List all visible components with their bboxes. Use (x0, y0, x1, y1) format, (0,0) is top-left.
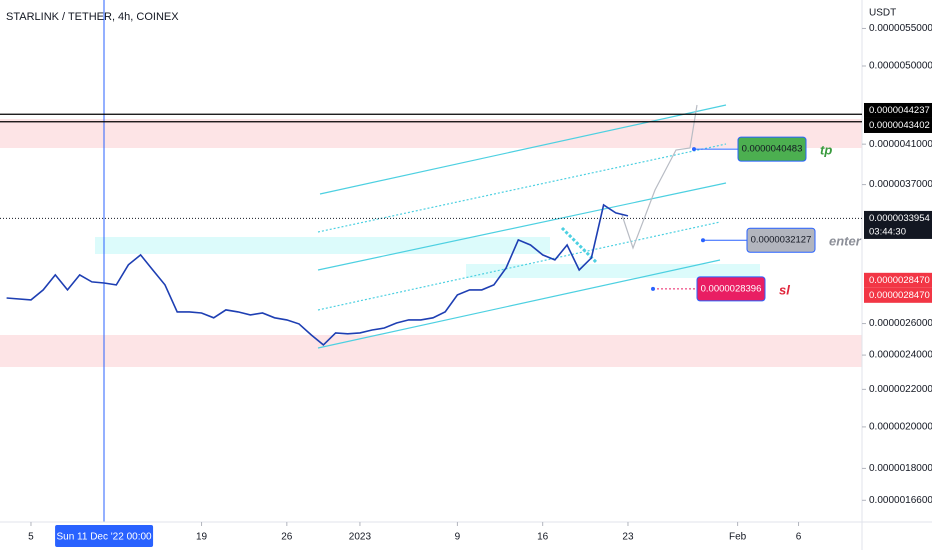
x-tick-label: 6 (796, 532, 802, 543)
channel-line (317, 259, 721, 349)
chart-title: STARLINK / TETHER, 4h, COINEX (6, 11, 179, 23)
y-tick-label: 0.0000022000 (869, 384, 932, 395)
target-box (737, 136, 807, 162)
hline-price-label: 0.0000043402 (869, 120, 930, 131)
y-tick-label: 0.0000050000 (869, 61, 932, 72)
flag-line (560, 226, 598, 264)
y-tick-label: 0.0000041000 (869, 139, 932, 150)
hline-price-label: 0.0000044237 (869, 105, 930, 116)
support-zone (0, 335, 862, 367)
target-price: 0.0000032127 (751, 235, 812, 246)
crosshair-label: Sun 11 Dec '22 00:00 (56, 532, 152, 543)
projection-path (621, 104, 698, 250)
demand-zone (466, 264, 760, 278)
x-tick-label: 19 (196, 532, 208, 543)
channel-line (317, 221, 721, 311)
crosshair-label-box (55, 525, 154, 547)
hline-price-label-box (864, 102, 932, 118)
x-tick-label: 23 (622, 532, 634, 543)
y-tick-label: 0.0000037000 (869, 179, 932, 190)
channel (317, 104, 727, 349)
y-tick-label: 0.0000024000 (869, 350, 932, 361)
stop-price-label: 0.0000028470 (869, 275, 930, 286)
countdown-label: 03:44:30 (869, 226, 906, 237)
currency-label: USDT (869, 8, 896, 19)
x-tick-label: 26 (281, 532, 293, 543)
price-line (6, 203, 629, 346)
resistance-zone (0, 119, 862, 148)
stop-price-label-box (864, 287, 932, 303)
current-price-label: 0.0000033954 (869, 213, 930, 224)
y-tick-label: 0.0000016600 (869, 495, 932, 506)
current-price-label-box (864, 210, 932, 239)
stop-price-label: 0.0000028470 (869, 290, 930, 301)
target-box (696, 276, 766, 302)
channel-line (319, 104, 727, 195)
x-tick-label: 9 (455, 532, 461, 543)
target-name: enter (829, 234, 862, 249)
target-anchor (692, 147, 696, 152)
x-tick-label: 2023 (349, 532, 372, 543)
y-tick-label: 0.0000055000 (869, 23, 932, 34)
x-tick-label: 16 (537, 532, 549, 543)
target-anchor (701, 238, 705, 243)
y-tick-label: 0.0000018000 (869, 463, 932, 474)
target-price: 0.0000028396 (701, 283, 762, 294)
y-tick-label: 0.0000020000 (869, 422, 932, 433)
x-tick-label: Feb (729, 532, 747, 543)
target-box (746, 227, 816, 253)
target-name: sl (779, 282, 790, 297)
demand-zone (95, 237, 550, 254)
x-tick-label: 5 (28, 532, 34, 543)
target-name: tp (820, 143, 832, 158)
channel-line (317, 182, 727, 271)
channel-line (317, 143, 727, 233)
y-tick-label: 0.0000026000 (869, 318, 932, 329)
target-anchor (651, 286, 655, 291)
target-price: 0.0000040483 (742, 144, 803, 155)
stop-price-label-box (864, 272, 932, 288)
hline-price-label-box (864, 117, 932, 133)
